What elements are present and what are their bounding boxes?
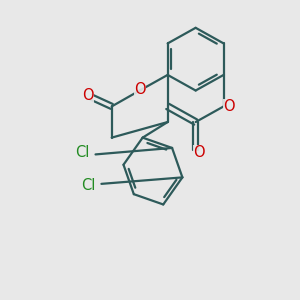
Text: Cl: Cl <box>75 146 90 160</box>
Text: O: O <box>82 88 94 103</box>
Text: Cl: Cl <box>81 178 95 193</box>
Text: O: O <box>193 146 204 160</box>
Text: O: O <box>134 82 146 97</box>
Text: O: O <box>223 99 235 114</box>
